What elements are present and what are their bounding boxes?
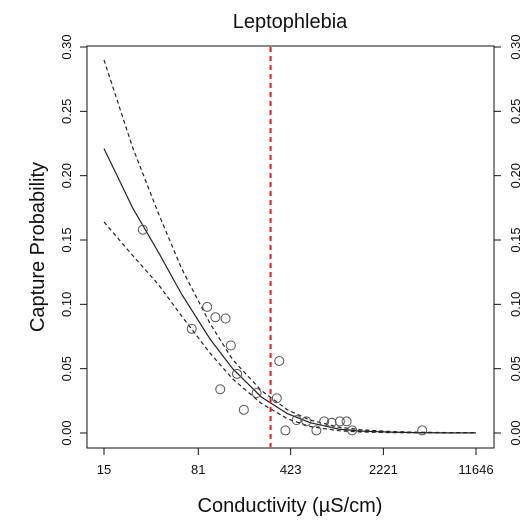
data-point	[274, 355, 285, 366]
y-tick-label-left: 0.10	[59, 292, 74, 317]
y-tick-label-left: 0.15	[59, 227, 74, 252]
data-point	[271, 393, 282, 404]
data-point	[347, 425, 358, 436]
x-axis-title: Conductivity (µS/cm)	[198, 495, 383, 517]
y-tick-label-right: 0.30	[508, 34, 523, 59]
y-axis-left: 0.00 0.05 0.10 0.15 0.20 0.25 0.30	[59, 34, 87, 446]
data-point	[301, 416, 312, 427]
y-tick-label-right: 0.10	[508, 292, 523, 317]
data-point	[319, 416, 330, 427]
x-tick-label: 423	[280, 462, 302, 477]
y-tick-label-left: 0.00	[59, 420, 74, 445]
fit-curves	[103, 59, 477, 434]
data-point	[210, 312, 221, 323]
data-point	[225, 340, 236, 351]
data-point	[186, 323, 197, 334]
y-tick-label-right: 0.25	[508, 99, 523, 124]
data-point	[137, 224, 148, 235]
data-point	[220, 313, 231, 324]
data-point	[417, 425, 428, 436]
lower-bound-curve	[103, 221, 476, 434]
data-point	[341, 416, 352, 427]
y-tick-label-left: 0.05	[59, 356, 74, 381]
fit-curve	[103, 148, 476, 434]
upper-bound-curve	[103, 59, 477, 434]
data-point	[215, 384, 226, 395]
y-tick-label-left: 0.25	[59, 99, 74, 124]
data-point	[251, 388, 262, 399]
chart-title: Leptophlebia	[233, 11, 348, 33]
x-axis: 15 81 423 2221 11646	[97, 448, 494, 477]
plot-frame	[86, 45, 495, 449]
data-point	[326, 417, 337, 428]
data-points	[137, 224, 428, 436]
data-point	[291, 415, 302, 426]
y-tick-label-left: 0.30	[59, 34, 74, 59]
y-tick-label-right: 0.00	[508, 420, 523, 445]
x-tick-label: 15	[97, 462, 111, 477]
data-point	[232, 368, 243, 379]
y-axis-right: 0.00 0.05 0.10 0.15 0.20 0.25 0.30	[494, 34, 523, 446]
x-tick-label: 11646	[458, 462, 493, 477]
data-point	[280, 425, 291, 436]
data-point	[238, 404, 249, 415]
y-axis-title: Capture Probability	[27, 162, 49, 332]
data-point	[202, 301, 213, 312]
x-tick-label: 81	[191, 462, 205, 477]
y-tick-label-left: 0.20	[59, 163, 74, 188]
data-point	[311, 425, 322, 436]
data-point	[334, 416, 345, 427]
y-tick-label-right: 0.20	[508, 163, 523, 188]
y-tick-label-right: 0.15	[508, 227, 523, 252]
y-tick-label-right: 0.05	[508, 356, 523, 381]
x-tick-label: 2221	[369, 462, 398, 477]
